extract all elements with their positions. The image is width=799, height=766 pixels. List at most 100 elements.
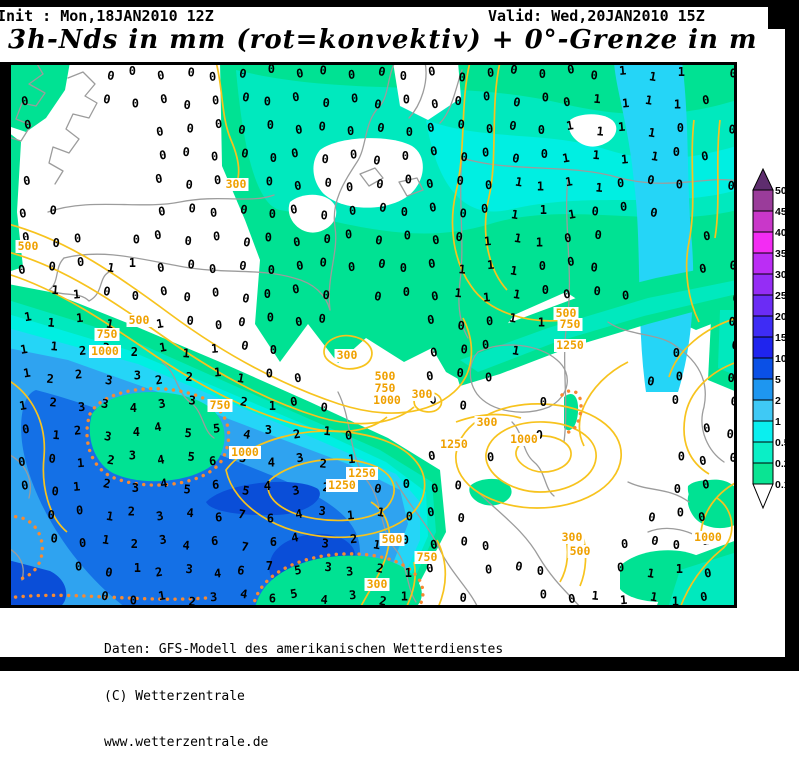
svg-text:0: 0 xyxy=(346,124,354,139)
svg-text:2: 2 xyxy=(131,537,138,551)
svg-text:0: 0 xyxy=(650,533,660,548)
svg-text:0: 0 xyxy=(106,68,116,83)
svg-text:1250: 1250 xyxy=(348,466,376,480)
svg-text:0: 0 xyxy=(403,93,410,107)
svg-text:0: 0 xyxy=(75,503,83,518)
svg-text:0: 0 xyxy=(537,564,544,578)
svg-text:3: 3 xyxy=(345,564,353,579)
svg-text:0: 0 xyxy=(320,208,328,223)
svg-text:1: 1 xyxy=(561,151,571,166)
svg-text:0: 0 xyxy=(210,149,218,164)
svg-text:0: 0 xyxy=(238,258,248,273)
svg-text:1000: 1000 xyxy=(91,344,119,358)
svg-text:6: 6 xyxy=(270,535,277,549)
svg-text:0: 0 xyxy=(485,122,493,137)
svg-text:0: 0 xyxy=(156,260,166,275)
svg-text:0: 0 xyxy=(318,119,326,134)
svg-text:1: 1 xyxy=(674,98,681,112)
svg-text:4: 4 xyxy=(182,538,190,553)
svg-text:2: 2 xyxy=(106,453,116,468)
svg-text:0: 0 xyxy=(511,151,521,166)
svg-text:0: 0 xyxy=(373,97,383,112)
svg-text:0: 0 xyxy=(727,178,735,193)
svg-text:0: 0 xyxy=(426,120,436,135)
svg-text:0: 0 xyxy=(406,510,413,524)
svg-text:0: 0 xyxy=(458,70,466,85)
svg-text:0: 0 xyxy=(673,145,680,159)
svg-text:0: 0 xyxy=(377,64,387,79)
svg-text:0: 0 xyxy=(378,200,388,215)
svg-text:0: 0 xyxy=(159,92,169,107)
svg-text:1: 1 xyxy=(401,589,408,603)
svg-text:0: 0 xyxy=(76,255,84,270)
svg-text:0: 0 xyxy=(616,176,624,191)
svg-text:0: 0 xyxy=(182,145,190,160)
svg-text:0: 0 xyxy=(540,395,547,409)
svg-text:2: 2 xyxy=(74,367,82,382)
svg-text:0: 0 xyxy=(562,95,572,110)
svg-text:0: 0 xyxy=(319,255,327,270)
svg-text:5: 5 xyxy=(212,421,220,436)
svg-text:3: 3 xyxy=(104,373,114,388)
svg-text:3: 3 xyxy=(324,560,332,575)
svg-text:20: 20 xyxy=(775,311,787,323)
svg-text:0: 0 xyxy=(269,207,276,221)
svg-text:0: 0 xyxy=(158,148,168,163)
svg-text:1: 1 xyxy=(155,316,165,331)
svg-text:0: 0 xyxy=(400,69,407,83)
svg-text:750: 750 xyxy=(560,317,581,331)
svg-text:3: 3 xyxy=(321,536,329,551)
svg-text:0: 0 xyxy=(677,506,684,520)
svg-text:0: 0 xyxy=(153,228,163,243)
map-border xyxy=(8,62,737,608)
svg-text:1: 1 xyxy=(567,207,577,222)
svg-text:0: 0 xyxy=(159,284,169,299)
svg-text:0: 0 xyxy=(375,177,385,192)
svg-text:4: 4 xyxy=(290,530,300,545)
svg-text:0: 0 xyxy=(426,312,436,327)
svg-text:1: 1 xyxy=(18,398,28,413)
svg-text:1: 1 xyxy=(565,118,575,133)
svg-text:1: 1 xyxy=(72,287,80,302)
svg-text:4: 4 xyxy=(320,592,328,607)
svg-text:0: 0 xyxy=(429,144,439,159)
svg-text:0: 0 xyxy=(209,205,217,220)
svg-text:2: 2 xyxy=(188,594,196,608)
svg-text:0: 0 xyxy=(208,262,216,277)
svg-text:0: 0 xyxy=(266,174,273,188)
svg-text:0: 0 xyxy=(616,560,624,575)
svg-text:0.2: 0.2 xyxy=(775,458,790,470)
svg-text:0: 0 xyxy=(620,537,628,552)
svg-text:1: 1 xyxy=(75,311,83,326)
svg-text:500: 500 xyxy=(129,313,150,327)
svg-text:1: 1 xyxy=(182,346,190,361)
svg-text:2: 2 xyxy=(375,561,385,576)
svg-text:0: 0 xyxy=(347,260,355,275)
svg-text:1: 1 xyxy=(595,180,603,195)
svg-text:0: 0 xyxy=(481,539,489,554)
svg-text:0: 0 xyxy=(237,122,247,137)
svg-text:0: 0 xyxy=(484,562,492,577)
svg-text:0: 0 xyxy=(102,284,112,299)
svg-text:0: 0 xyxy=(457,318,465,333)
svg-text:0: 0 xyxy=(294,122,304,137)
svg-text:0: 0 xyxy=(267,118,274,132)
svg-text:0: 0 xyxy=(154,171,164,186)
svg-text:0: 0 xyxy=(344,428,352,443)
init-timestamp: Init : Mon,18JAN2010 12Z xyxy=(0,7,214,25)
svg-text:0: 0 xyxy=(376,120,386,135)
svg-text:0: 0 xyxy=(188,201,196,216)
svg-text:0: 0 xyxy=(729,258,737,273)
svg-text:1: 1 xyxy=(372,537,382,552)
svg-text:500: 500 xyxy=(18,239,39,253)
svg-text:5: 5 xyxy=(293,563,303,578)
svg-text:0: 0 xyxy=(672,393,679,407)
svg-text:1: 1 xyxy=(648,69,658,84)
svg-text:2: 2 xyxy=(131,345,138,359)
svg-text:30: 30 xyxy=(775,269,787,281)
svg-text:1: 1 xyxy=(540,203,547,217)
svg-text:0: 0 xyxy=(482,89,490,104)
svg-text:0: 0 xyxy=(459,398,467,413)
svg-text:0: 0 xyxy=(406,125,413,139)
svg-text:5: 5 xyxy=(183,482,191,497)
